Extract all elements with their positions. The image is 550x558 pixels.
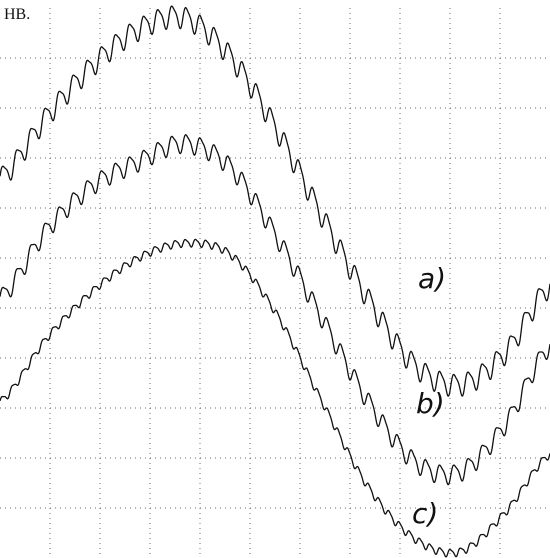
corner-label: HB. bbox=[4, 6, 31, 23]
trace-line-a bbox=[0, 5, 550, 397]
trace-labels: a) b) c) bbox=[412, 262, 446, 530]
trace-label-c: c) bbox=[412, 497, 438, 530]
grid bbox=[0, 8, 550, 558]
trace-line-c bbox=[0, 238, 550, 558]
trace-label-a: a) bbox=[418, 262, 446, 295]
trace-label-b: b) bbox=[416, 387, 445, 420]
trace-line-b bbox=[0, 134, 550, 486]
traces bbox=[0, 5, 550, 558]
